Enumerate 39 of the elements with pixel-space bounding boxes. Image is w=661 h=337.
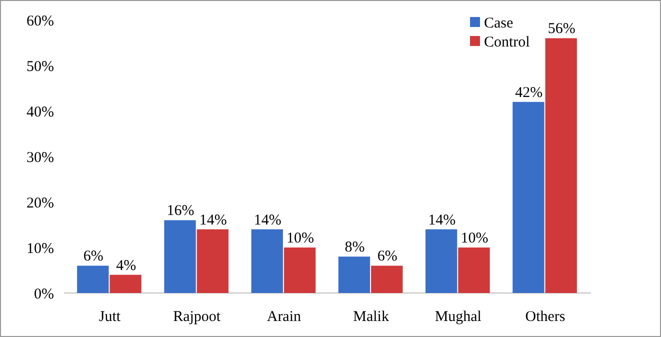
bar bbox=[110, 274, 142, 293]
y-tick-label: 20% bbox=[26, 195, 54, 212]
bar bbox=[251, 229, 283, 293]
x-tick-label: Malik bbox=[353, 309, 390, 325]
y-tick-label: 0% bbox=[34, 286, 54, 302]
bar bbox=[425, 229, 458, 293]
bar bbox=[545, 38, 577, 293]
legend-label: Case bbox=[484, 15, 514, 32]
data-label: 14% bbox=[254, 212, 282, 228]
bar bbox=[371, 266, 403, 293]
x-tick-label: Others bbox=[525, 309, 566, 325]
bar bbox=[458, 248, 490, 293]
data-label: 14% bbox=[428, 212, 456, 228]
data-label: 56% bbox=[548, 21, 576, 38]
bar bbox=[164, 220, 196, 293]
x-tick-label: Arain bbox=[266, 309, 302, 325]
data-label: 6% bbox=[377, 248, 398, 265]
x-tick-label: Jutt bbox=[98, 309, 122, 325]
bar bbox=[77, 266, 109, 293]
data-label: 14% bbox=[199, 212, 227, 228]
bar bbox=[512, 102, 544, 293]
y-tick-label: 30% bbox=[26, 150, 54, 166]
y-tick-label: 40% bbox=[26, 104, 54, 120]
y-tick-label: 60% bbox=[26, 13, 54, 30]
data-label: 8% bbox=[344, 240, 365, 256]
x-tick-label: Rajpoot bbox=[173, 309, 222, 325]
x-tick-label: Mughal bbox=[434, 309, 482, 325]
data-label: 4% bbox=[116, 258, 136, 274]
data-label: 10% bbox=[460, 230, 488, 246]
data-label: 6% bbox=[83, 248, 104, 265]
data-label: 16% bbox=[166, 203, 194, 220]
bar bbox=[196, 229, 229, 293]
y-tick-label: 50% bbox=[26, 58, 54, 75]
bar bbox=[338, 256, 370, 293]
legend-label: Control bbox=[484, 34, 530, 50]
y-tick-label: 10% bbox=[26, 240, 54, 257]
data-label: 10% bbox=[286, 230, 314, 246]
data-label: 42% bbox=[515, 84, 543, 101]
bar bbox=[284, 248, 316, 293]
